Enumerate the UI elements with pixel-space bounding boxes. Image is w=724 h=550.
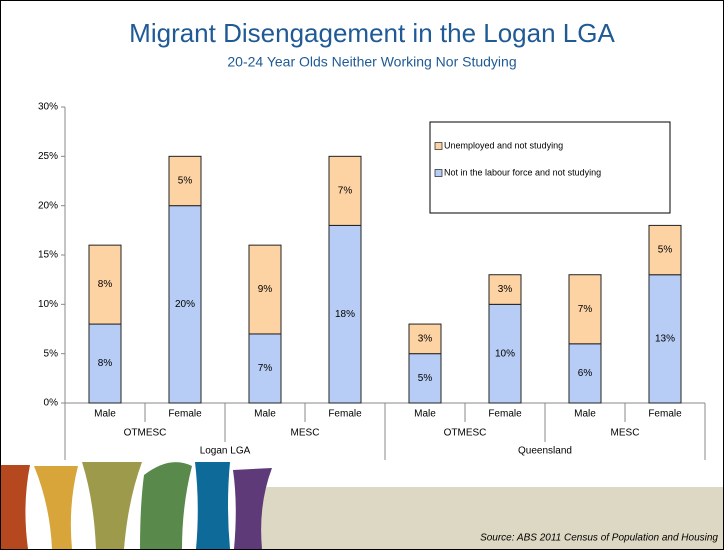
data-label: 7% (338, 186, 353, 197)
bar-segment (328, 224, 362, 404)
group-label: OTMESC (124, 428, 167, 439)
x-tick-label: Male (94, 409, 116, 420)
bar-segment (568, 274, 602, 345)
bar-segment (248, 244, 282, 335)
x-tick-label: Male (574, 409, 596, 420)
shape (195, 462, 230, 549)
x-tick-label: Female (168, 409, 202, 420)
data-label: 8% (98, 279, 113, 290)
data-label: 10% (495, 348, 515, 359)
data-label: 20% (175, 299, 195, 310)
legend-swatch (434, 169, 443, 177)
bar-segment (328, 155, 362, 226)
group-label: OTMESC (444, 428, 487, 439)
bar-segment (408, 353, 442, 404)
data-label: 3% (498, 284, 513, 295)
y-tick-label: 30% (38, 102, 58, 113)
bar-segment (568, 343, 602, 404)
data-label: 8% (98, 358, 113, 369)
data-label: 7% (258, 363, 273, 374)
legend-label: Unemployed and not studying (444, 140, 563, 150)
decoration (1, 462, 723, 549)
x-tick-label: Female (328, 409, 362, 420)
y-tick-label: 20% (38, 200, 58, 211)
bar-segment (648, 224, 682, 276)
y-tick-label: 25% (38, 151, 58, 162)
bar-segment (88, 323, 122, 404)
x-tick-label: Male (414, 409, 436, 420)
data-label: 3% (418, 334, 433, 345)
data-label: 7% (578, 304, 593, 315)
y-tick-label: 0% (44, 398, 59, 409)
legend-swatch (434, 142, 443, 150)
y-tick-label: 15% (38, 250, 58, 261)
shape (34, 466, 78, 549)
bar-segment (168, 155, 202, 207)
group-label: MESC (291, 428, 320, 439)
bar-segment (408, 323, 442, 355)
x-tick-label: Female (648, 409, 682, 420)
data-label: 13% (655, 334, 675, 345)
chart-title: Migrant Disengagement in the Logan LGA (129, 18, 615, 48)
supergroup-label: Queensland (518, 446, 572, 457)
y-tick-label: 5% (44, 348, 59, 359)
data-label: 9% (258, 284, 273, 295)
bar-segment (248, 333, 282, 404)
chart-subtitle: 20-24 Year Olds Neither Working Nor Stud… (227, 54, 516, 70)
bar-segment (648, 274, 682, 404)
x-tick-label: Male (254, 409, 276, 420)
legend-label: Not in the labour force and not studying (444, 167, 601, 177)
supergroup-label: Logan LGA (200, 446, 251, 457)
bar-segment (88, 244, 122, 325)
group-label: MESC (611, 428, 640, 439)
source-note: Source: ABS 2011 Census of Population an… (480, 533, 718, 544)
data-label: 5% (658, 245, 673, 256)
y-tick-label: 10% (38, 299, 58, 310)
shape (1, 465, 30, 549)
data-label: 5% (178, 176, 193, 187)
shape (140, 462, 192, 549)
data-label: 5% (418, 373, 433, 384)
shape (233, 468, 272, 549)
data-label: 18% (335, 309, 355, 320)
x-tick-label: Female (488, 409, 522, 420)
bar-segment (488, 274, 522, 305)
data-label: 6% (578, 368, 593, 379)
footer-band (240, 487, 723, 549)
legend-box (429, 121, 671, 214)
shape (82, 462, 142, 549)
